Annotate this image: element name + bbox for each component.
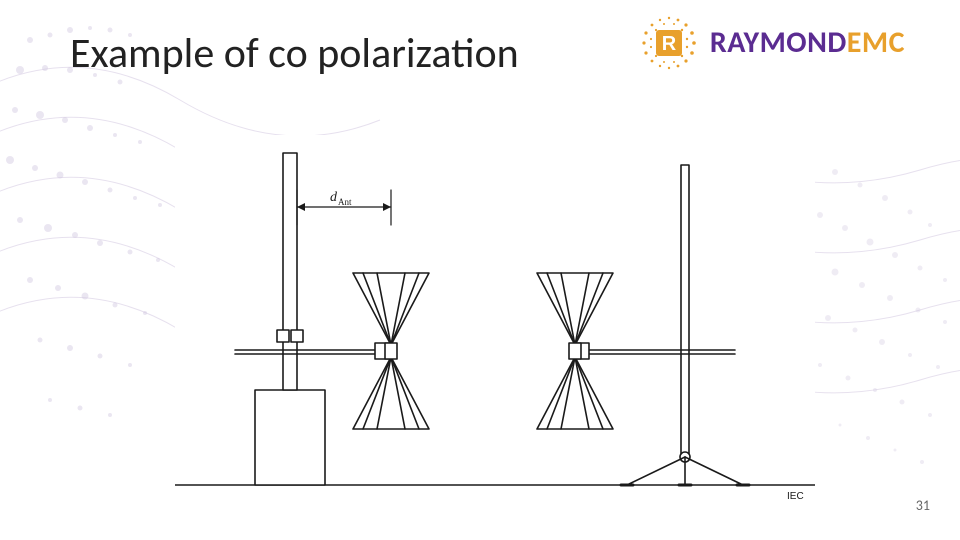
logo-text-secondary: EMC xyxy=(847,24,905,61)
svg-text:Ant: Ant xyxy=(338,197,352,207)
logo-raymondemc: R RAYMONDEMC xyxy=(638,12,905,74)
logo-mark: R xyxy=(638,12,700,74)
logo-text-primary: RAYMOND xyxy=(710,24,847,61)
co-polarization-diagram: d Ant IEC xyxy=(175,135,815,505)
page-number: 31 xyxy=(916,497,930,514)
logo-text: RAYMONDEMC xyxy=(710,28,905,58)
dimension-label: d xyxy=(330,190,338,205)
slide-title: Example of co polarization xyxy=(70,28,519,79)
svg-text:R: R xyxy=(662,33,677,55)
iec-label: IEC xyxy=(787,491,804,502)
